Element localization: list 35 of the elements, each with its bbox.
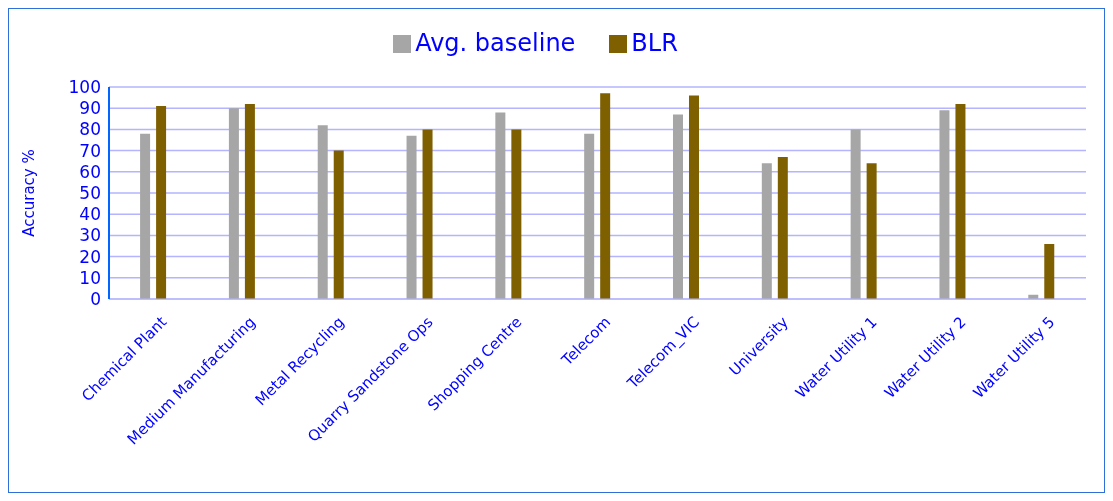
y-tick-label: 100	[68, 77, 101, 98]
y-tick-label: 60	[79, 161, 101, 182]
bar	[866, 163, 877, 299]
bar	[156, 106, 167, 299]
y-tick-label: 20	[79, 246, 101, 267]
bar	[317, 125, 328, 299]
bar	[584, 133, 595, 299]
y-tick-label: 40	[79, 204, 101, 225]
bar	[244, 103, 255, 299]
bar	[689, 95, 699, 299]
bar	[140, 133, 151, 299]
y-tick-label: 10	[79, 267, 101, 288]
y-tick-label: 90	[79, 98, 101, 119]
y-tick-label: 50	[79, 183, 101, 204]
bar	[850, 129, 861, 299]
bar	[673, 114, 683, 299]
y-tick-label: 0	[90, 289, 101, 310]
bar	[761, 163, 772, 299]
bar	[228, 108, 239, 299]
legend-label: BLR	[631, 29, 678, 57]
y-axis-title: Accuracy %	[20, 149, 39, 237]
bar	[406, 135, 417, 299]
bar	[511, 129, 522, 299]
y-tick-label: 80	[79, 119, 101, 140]
y-tick-label: 70	[79, 140, 101, 161]
bar	[495, 112, 506, 299]
bar	[422, 129, 433, 299]
legend-label: Avg. baseline	[415, 29, 576, 57]
bar	[777, 156, 788, 299]
bar	[333, 150, 344, 299]
bar	[939, 110, 950, 299]
y-tick-label: 30	[79, 225, 101, 246]
bar	[955, 103, 966, 299]
bar	[600, 93, 611, 299]
bar	[1044, 243, 1055, 299]
